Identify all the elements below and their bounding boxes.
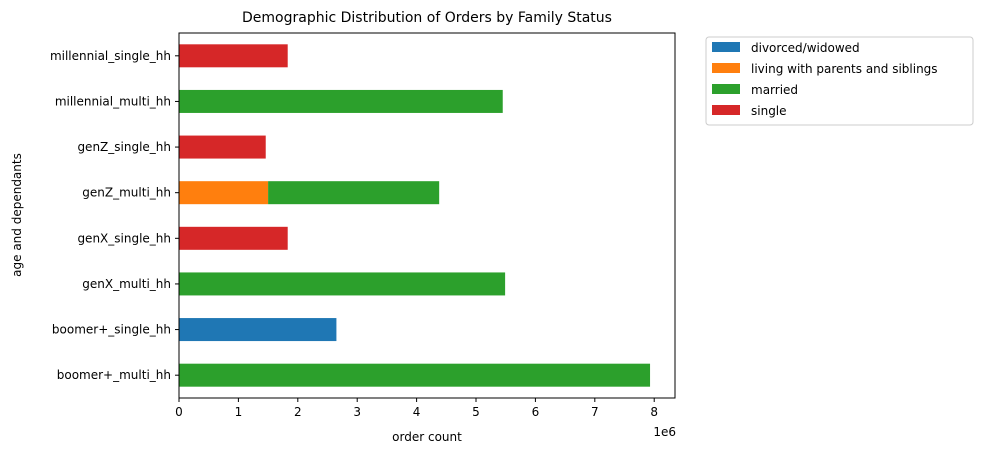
bar-genZ_multi_hh-married: [268, 181, 440, 205]
x-tick-label: 3: [353, 405, 361, 419]
legend-swatch: [712, 105, 740, 115]
bar-millennial_single_hh-single: [179, 44, 288, 68]
x-tick-label: 8: [650, 405, 658, 419]
legend-swatch: [712, 63, 740, 73]
bar-millennial_multi_hh-married: [179, 89, 503, 113]
x-tick-label: 6: [532, 405, 540, 419]
y-tick-label: boomer+_single_hh: [52, 323, 171, 337]
bar-boomer+_single_hh-divorced-widowed: [179, 318, 337, 342]
bar-boomer+_multi_hh-married: [179, 363, 651, 387]
y-tick-label: genZ_single_hh: [77, 140, 171, 154]
bars-group: [179, 44, 651, 387]
y-tick-label: genX_multi_hh: [82, 277, 171, 291]
legend-label: married: [751, 83, 798, 97]
x-tick-label: 2: [294, 405, 302, 419]
legend-label: living with parents and siblings: [751, 62, 938, 76]
x-axis-label: order count: [392, 430, 462, 444]
x-tick-label: 7: [591, 405, 599, 419]
legend: divorced/widowed living with parents and …: [705, 36, 974, 126]
bar-genX_single_hh-single: [179, 226, 288, 250]
y-tick-label: millennial_multi_hh: [55, 94, 171, 108]
x-tick-label: 1: [235, 405, 243, 419]
y-tick-label: genX_single_hh: [77, 231, 171, 245]
chart-title: Demographic Distribution of Orders by Fa…: [242, 10, 612, 26]
legend-label: divorced/widowed: [751, 41, 860, 55]
bar-genZ_multi_hh-living-with-parents-and-siblings: [179, 181, 269, 205]
legend-box: [705, 36, 974, 126]
y-axis-label: age and dependants: [10, 153, 24, 277]
x-tick-label: 0: [175, 405, 183, 419]
y-tick-label: genZ_multi_hh: [82, 186, 171, 200]
x-tick-label: 4: [413, 405, 421, 419]
legend-swatch: [712, 42, 740, 52]
x-tick-label: 5: [472, 405, 480, 419]
ticks-group: 0 1 2 3 4 5 6 7 8 boomer+_multi_hh boomer+_single_…: [50, 49, 658, 419]
legend-swatch: [712, 84, 740, 94]
bar-genX_multi_hh-married: [179, 272, 506, 296]
y-tick-label: boomer+_multi_hh: [57, 368, 171, 382]
x-scale-label: 1e6: [653, 425, 676, 439]
bar-genZ_single_hh-single: [179, 135, 266, 159]
legend-label: single: [751, 104, 787, 118]
plot-area-frame: [178, 32, 676, 399]
y-tick-label: millennial_single_hh: [50, 49, 171, 63]
